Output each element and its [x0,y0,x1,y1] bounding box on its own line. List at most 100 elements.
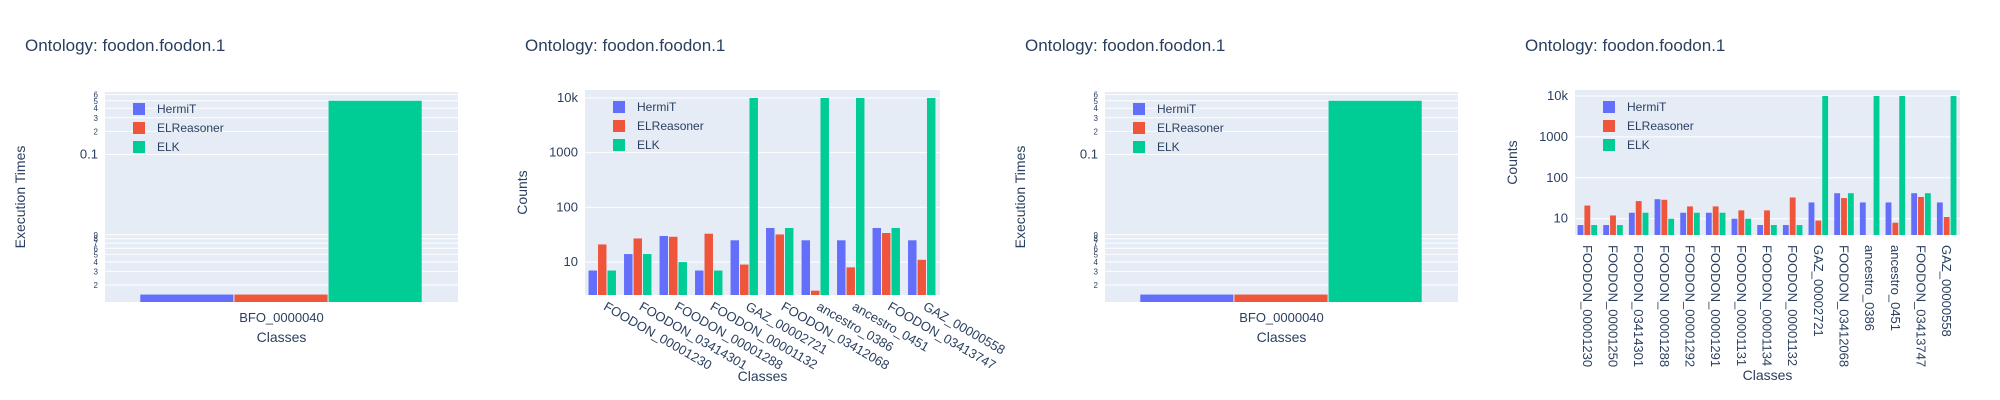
bar-elreasoner-FOODON_00001132 [1789,197,1796,235]
bar-elk-FOODON_00001134 [1770,225,1777,235]
bar-hermit-FOODON_00001230 [588,270,598,295]
legend-swatch-elreasoner [1133,122,1145,134]
legend-label-elreasoner: ELReasoner [1157,121,1224,135]
chart-title: Ontology: foodon.foodon.1 [1025,36,1225,55]
x-axis-label: Classes [738,368,788,384]
x-tick-label: FOODON_00001134 [1760,245,1775,366]
legend[interactable]: HermiT ELReasoner ELK [613,100,704,152]
y-tick-label: 4 [94,258,99,267]
bar-hermit-FOODON_00001288 [1654,199,1661,235]
x-tick-label: ancestro_0451 [1888,245,1903,331]
bar-elreasoner-GAZ_00002721 [1815,220,1822,235]
legend[interactable]: HermiT ELReasoner ELK [133,102,224,154]
bar-hermit-FOODON_00001292 [1680,212,1687,235]
bar-elreasoner-FOODON_00001131 [1738,210,1745,235]
x-tick-label: FOODON_00001230 [1580,245,1595,367]
legend-label-elk: ELK [1627,138,1650,152]
bar-elk-ancestro_0386 [820,97,829,296]
bar-elreasoner-BFO_0000040 [234,294,328,302]
y-tick-label: 5 [94,250,99,259]
x-tick-label: FOODON_03414301 [1631,245,1646,367]
bar-elk-FOODON_00001132 [1796,225,1803,235]
legend-label-hermit: HermiT [637,100,677,114]
bar-elreasoner-FOODON_00001230 [1584,205,1591,235]
bar-hermit-ancestro_0451 [837,240,846,295]
legend-swatch-hermit [133,103,145,115]
x-axis-label: Classes [257,329,307,345]
bar-elk-FOODON_03414301 [642,254,652,295]
y-tick-label: 1000 [1539,129,1568,144]
y-axis-label: Execution Times [12,146,28,249]
bar-elreasoner-FOODON_00001134 [1764,210,1770,235]
x-tick-label: FOODON_03413747 [1914,245,1929,367]
bar-elk-FOODON_03412068 [1847,193,1854,235]
legend-label-elk: ELK [157,140,180,154]
y-tick-label: 2 [1094,281,1099,290]
y-tick-label: 3 [94,114,99,123]
bar-elk-FOODON_00001288 [1668,218,1675,235]
legend-label-hermit: HermiT [157,102,197,116]
y-tick-label: 10 [564,254,578,269]
x-tick-label: ancestro_0386 [1862,245,1877,331]
legend-swatch-hermit [1603,101,1615,113]
bar-elk-FOODON_00001230 [607,270,616,295]
bar-elreasoner-FOODON_03413747 [1918,196,1924,235]
bar-elreasoner-FOODON_00001230 [598,244,607,295]
bar-hermit-FOODON_03412068 [766,227,775,295]
legend-label-elreasoner: ELReasoner [637,119,704,133]
bar-hermit-FOODON_00001250 [1603,225,1610,235]
y-tick-label: 2 [1094,127,1099,136]
x-tick-label: FOODON_00001132 [1785,245,1800,366]
x-tick-label: BFO_0000040 [1239,310,1324,325]
bar-hermit-FOODON_00001291 [1705,212,1712,235]
x-axis-label: Classes [1257,329,1307,345]
bar-hermit-FOODON_03414301 [624,254,633,295]
x-tick-label: FOODON_00001131 [1734,245,1749,366]
legend[interactable]: HermiT ELReasoner ELK [1603,100,1694,152]
x-tick-label: FOODON_03412068 [1837,245,1852,367]
y-tick-label: 5 [1094,250,1099,259]
bar-elreasoner-FOODON_00001132 [704,233,713,295]
bar-elreasoner-BFO_0000040 [1234,294,1328,302]
bar-hermit-ancestro_0386 [1859,202,1866,235]
y-tick-label: 1000 [549,145,578,160]
y-tick-label: 0.1 [1080,146,1098,161]
bar-elk-ancestro_0451 [855,97,865,296]
chart-2: Ontology: foodon.foodon.110100100010kFOO… [514,36,1008,384]
legend-swatch-elk [1603,139,1615,151]
y-tick-label: 6 [1094,244,1099,253]
bar-elreasoner-GAZ_00000558 [917,259,926,295]
y-tick-label: 3 [1094,114,1099,123]
y-tick-label: 3 [94,267,99,276]
bar-elk-BFO_0000040 [328,100,422,303]
bar-elk-GAZ_00000558 [1950,95,1957,235]
y-tick-label: 4 [94,104,99,113]
bar-elk-FOODON_00001291 [1719,212,1726,235]
bar-elreasoner-FOODON_03412068 [1841,198,1847,235]
bar-elk-FOODON_00001131 [1745,218,1752,235]
y-axis-label: Execution Times [1012,146,1028,249]
x-tick-label: GAZ_00002721 [1811,245,1826,337]
bar-elk-GAZ_00000558 [926,97,936,296]
chart-4: Ontology: foodon.foodon.1 10 100 1000 10k FOO… [1504,36,1960,383]
legend-swatch-elk [613,139,625,151]
bar-elreasoner-FOODON_03414301 [633,238,642,295]
legend-swatch-elk [1133,141,1145,153]
bar-elk-FOODON_03414301 [1642,212,1649,235]
y-tick-label: 3 [1094,267,1099,276]
bar-hermit-FOODON_03413747 [1911,193,1918,235]
bar-hermit-GAZ_00002721 [730,240,740,295]
bar-elreasoner-ancestro_0451 [846,267,855,295]
legend[interactable]: HermiT ELReasoner ELK [1133,102,1224,154]
legend-label-hermit: HermiT [1627,100,1667,114]
x-tick-label: GAZ_00000558 [1939,245,1954,337]
chart-3: Ontology: foodon.foodon.1234567890.12345… [1012,36,1458,345]
y-axis-label: Counts [1504,140,1520,184]
y-tick-label: 4 [1094,258,1099,267]
bar-elk-BFO_0000040 [1328,100,1422,303]
y-tick-label: 8 [1094,235,1099,244]
bar-hermit-FOODON_00001132 [1782,225,1789,235]
y-tick-label: 2 [94,281,99,290]
x-tick-label: FOODON_00001250 [1606,245,1621,367]
